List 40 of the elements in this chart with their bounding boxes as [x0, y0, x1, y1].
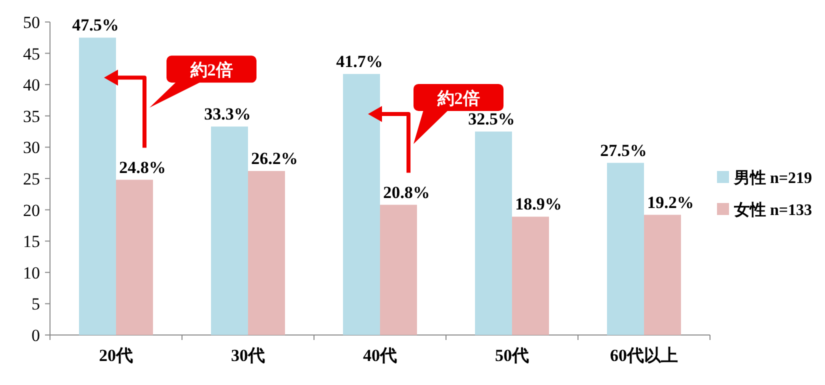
x-tick-label: 60代以上	[610, 346, 678, 365]
bar	[343, 74, 380, 335]
legend-label: 男性 n=219	[733, 169, 812, 187]
bar	[644, 214, 681, 335]
data-label: 26.2%	[251, 148, 298, 168]
data-label: 24.8%	[119, 158, 166, 177]
bar	[380, 204, 417, 335]
annotation: 約2倍	[189, 60, 233, 80]
y-tick-label: 50	[23, 13, 40, 32]
y-tick-label: 35	[23, 106, 40, 126]
data-label: 20.8%	[383, 182, 430, 202]
data-label: 19.2%	[647, 192, 694, 212]
x-tick-label: 40代	[363, 346, 397, 365]
bar	[79, 38, 116, 335]
y-tick-label: 40	[23, 76, 40, 95]
y-tick-label: 5	[32, 294, 40, 314]
data-label: 33.3%	[204, 104, 251, 124]
y-tick-label: 15	[23, 232, 40, 252]
y-tick-label: 20	[23, 200, 40, 220]
bar	[211, 126, 248, 335]
y-tick-label: 10	[23, 263, 40, 282]
x-tick-label: 30代	[231, 346, 265, 365]
data-label: 32.5%	[468, 110, 515, 129]
data-label: 27.5%	[600, 140, 647, 160]
data-label: 18.9%	[515, 194, 562, 214]
y-tick-label: 30	[23, 138, 40, 158]
y-tick-label: 0	[32, 326, 40, 345]
bar	[512, 216, 549, 335]
bar	[607, 162, 644, 335]
bar	[248, 170, 285, 335]
bar	[475, 132, 512, 335]
x-tick-label: 20代	[99, 346, 133, 365]
bar	[116, 180, 153, 335]
legend-label: 女性 n=133	[733, 201, 812, 219]
y-tick-label: 25	[23, 170, 40, 188]
y-tick-label: 45	[23, 44, 40, 64]
data-label: 47.5%	[72, 16, 119, 35]
data-label: 41.7%	[336, 52, 383, 71]
x-tick-label: 50代	[495, 346, 529, 365]
annotation: 約2倍	[436, 88, 480, 108]
